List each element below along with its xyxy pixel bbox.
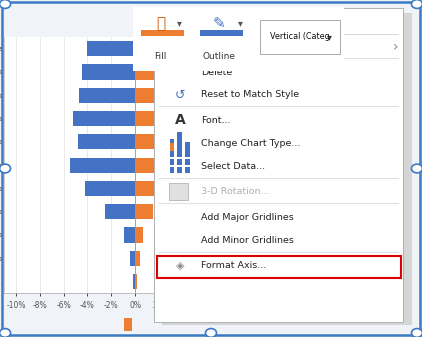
Bar — [185, 167, 190, 173]
Bar — [157, 256, 400, 278]
Text: Move: Move — [201, 42, 226, 51]
Bar — [185, 142, 190, 151]
Bar — [85, 181, 135, 196]
Bar — [70, 158, 135, 173]
Bar — [135, 88, 200, 103]
Text: ✛: ✛ — [176, 41, 184, 52]
Bar — [135, 158, 197, 173]
Text: ▾: ▾ — [177, 19, 182, 28]
Bar — [81, 64, 135, 80]
Bar — [106, 204, 135, 219]
Bar — [177, 151, 182, 157]
Bar — [135, 204, 153, 219]
Text: Outline: Outline — [203, 52, 236, 61]
Bar — [200, 30, 243, 35]
Text: 3-D Rotation...: 3-D Rotation... — [201, 187, 269, 196]
Text: Select Data...: Select Data... — [201, 162, 265, 171]
Text: Delete: Delete — [201, 67, 232, 76]
FancyBboxPatch shape — [260, 20, 340, 54]
Bar — [177, 132, 182, 151]
Text: Font...: Font... — [201, 116, 230, 125]
Bar — [135, 181, 183, 196]
Bar — [170, 143, 174, 151]
Bar — [170, 151, 174, 157]
Bar — [177, 167, 182, 173]
Text: ▾: ▾ — [238, 19, 243, 28]
Text: ✎: ✎ — [213, 16, 226, 31]
Bar — [135, 111, 195, 126]
Text: Reset to Match Style: Reset to Match Style — [201, 90, 299, 99]
Text: Change Chart Type...: Change Chart Type... — [201, 139, 300, 148]
Text: A: A — [175, 114, 185, 127]
Text: Add Minor Gridlines: Add Minor Gridlines — [201, 236, 294, 245]
Bar — [185, 159, 190, 165]
Bar — [133, 274, 135, 289]
Bar — [87, 41, 135, 56]
Bar — [170, 167, 174, 173]
Text: ⛽: ⛽ — [156, 16, 165, 31]
Bar — [73, 111, 135, 126]
FancyBboxPatch shape — [169, 183, 188, 201]
Bar — [135, 41, 180, 56]
Bar — [170, 159, 174, 165]
Bar — [135, 251, 140, 266]
Bar — [135, 227, 143, 243]
FancyBboxPatch shape — [124, 6, 348, 73]
Text: Fill: Fill — [154, 52, 167, 61]
Bar — [135, 274, 137, 289]
FancyBboxPatch shape — [154, 8, 403, 322]
Bar — [135, 134, 189, 149]
Bar — [124, 227, 135, 243]
Bar — [185, 151, 190, 157]
Text: Format Axis...: Format Axis... — [201, 261, 266, 270]
Text: Vertical (Categ: Vertical (Categ — [270, 32, 330, 41]
FancyBboxPatch shape — [162, 13, 412, 328]
Bar — [135, 64, 185, 80]
Text: ◈: ◈ — [176, 261, 184, 271]
Bar — [170, 139, 174, 151]
Bar — [130, 251, 135, 266]
Text: ›: › — [392, 39, 398, 54]
Text: ↺: ↺ — [175, 88, 185, 101]
Bar — [141, 30, 184, 35]
Text: Add Major Gridlines: Add Major Gridlines — [201, 213, 293, 222]
Bar — [78, 134, 135, 149]
Bar — [177, 159, 182, 165]
Text: ▾: ▾ — [327, 32, 332, 42]
Bar — [79, 88, 135, 103]
